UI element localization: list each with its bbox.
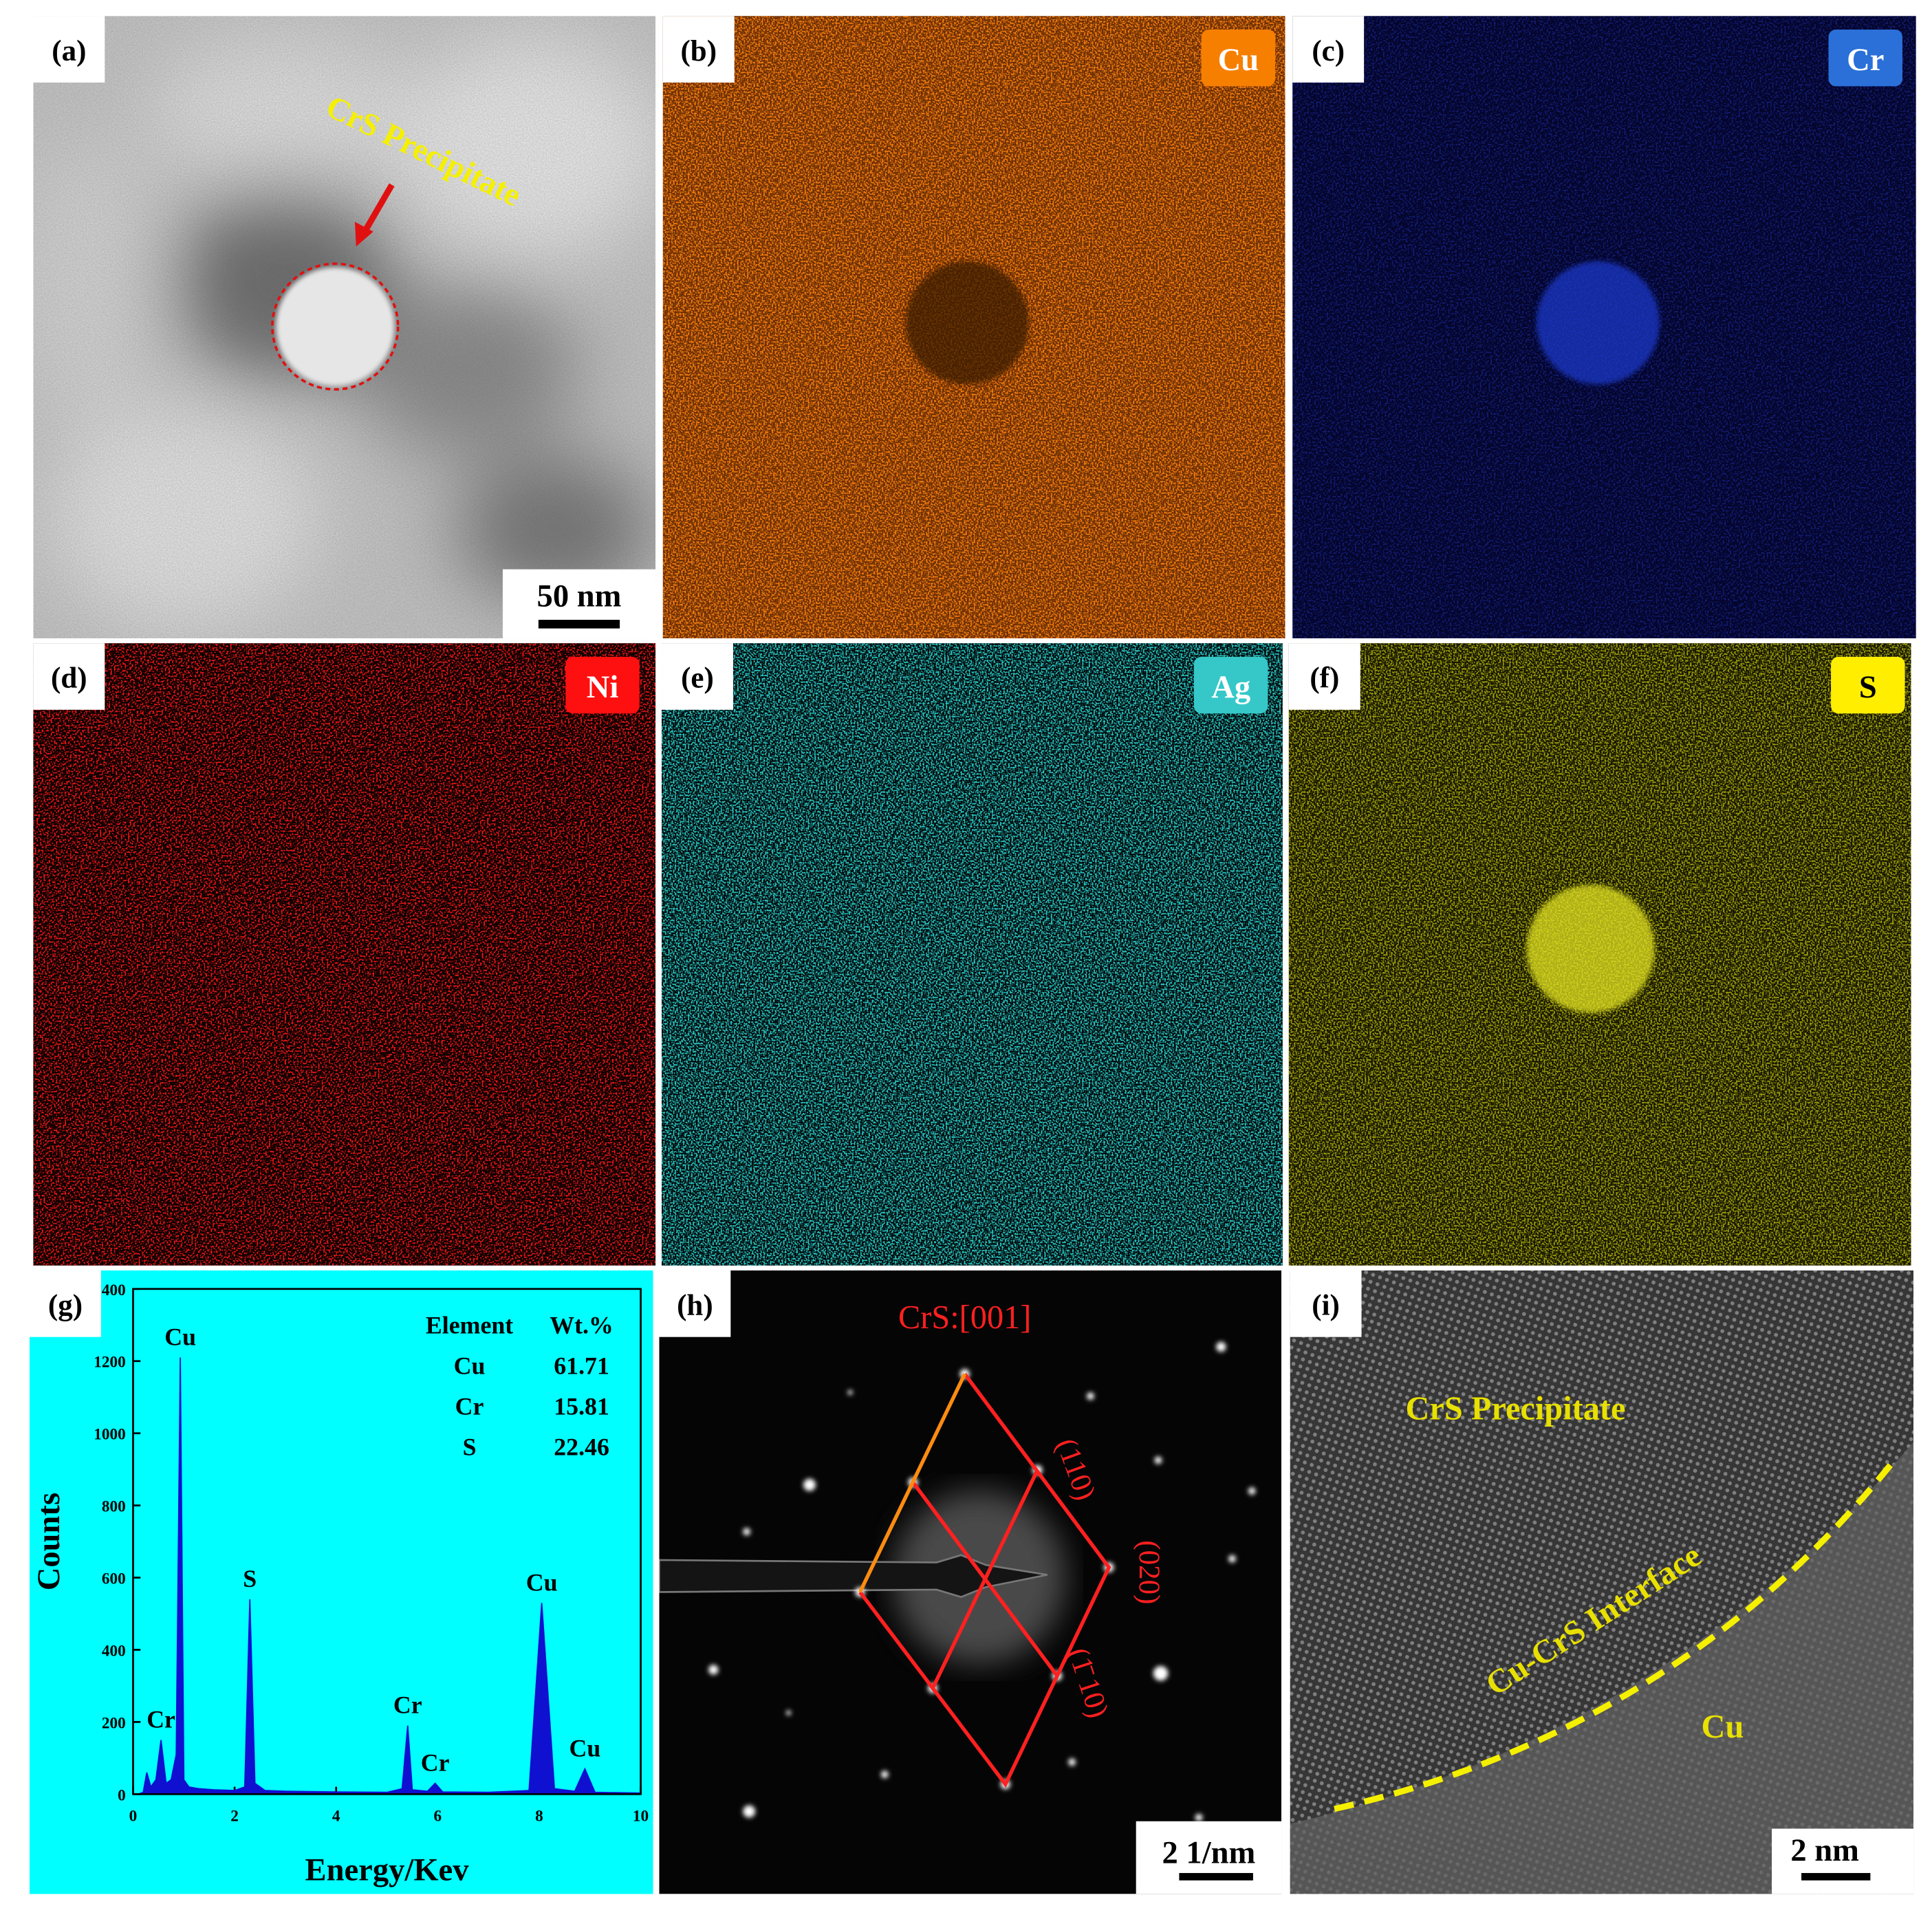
x-tick-label: 10 xyxy=(633,1808,649,1826)
table-cell: S xyxy=(463,1433,477,1461)
panel-i-image xyxy=(1290,1270,1914,1894)
peak-label: Cu xyxy=(569,1735,600,1762)
element-tag xyxy=(1193,656,1268,714)
zone-axis: CrS:[001] xyxy=(898,1299,1031,1336)
peak-label: Cr xyxy=(146,1706,175,1733)
x-axis-label: Energy/Kev xyxy=(305,1853,470,1888)
panel-label-box xyxy=(662,16,735,83)
panel-label: (a) xyxy=(52,35,86,67)
element-tag-label: Cr xyxy=(1847,43,1884,78)
element-tag xyxy=(1201,29,1276,87)
table-cell: 15.81 xyxy=(554,1393,609,1420)
precipitate xyxy=(1536,261,1660,385)
panel-label: (d) xyxy=(51,662,87,695)
x-tick-label: 6 xyxy=(434,1808,442,1826)
precipitate xyxy=(1526,885,1655,1013)
element-tag xyxy=(565,656,640,714)
scale-bar-label: 2 nm xyxy=(1790,1833,1859,1868)
precipitate xyxy=(905,261,1029,385)
y-tick-label: 0 xyxy=(118,1786,126,1804)
y-tick-label: 1000 xyxy=(94,1426,126,1444)
y-axis-label: Counts xyxy=(32,1493,67,1590)
panel-label-box xyxy=(30,1270,101,1337)
x-tick-label: 8 xyxy=(535,1808,543,1826)
table-cell: 61.71 xyxy=(554,1352,609,1379)
map-noise xyxy=(33,643,656,1266)
map-noise xyxy=(662,643,1283,1266)
labels: (a) (b) (c) (d) (e) (f) (g) (h) (i) Cu Cr Ni Ag S xyxy=(30,16,1905,1337)
panel-a-image xyxy=(33,16,656,638)
x-tick-label: 2 xyxy=(230,1808,239,1826)
panel-label-box xyxy=(33,16,105,83)
x-tick-label: 4 xyxy=(332,1808,340,1826)
plot-frame xyxy=(132,1288,642,1795)
element-tag-label: S xyxy=(1859,670,1877,705)
panel-label-box xyxy=(1292,16,1365,83)
region-label: Cu xyxy=(1702,1709,1744,1745)
spectrum xyxy=(138,1357,642,1795)
table-cell: 22.46 xyxy=(554,1433,609,1461)
panel-label-box xyxy=(33,643,105,710)
y-tick-label: 600 xyxy=(102,1570,126,1588)
panel-label: (i) xyxy=(1312,1289,1340,1321)
region-label: CrS Precipitate xyxy=(1405,1391,1625,1427)
panel-label-box xyxy=(659,1270,731,1337)
panel-label-box xyxy=(662,643,733,710)
table-cell: Cu xyxy=(454,1352,486,1379)
y-tick-label: 800 xyxy=(102,1498,126,1516)
x-tick-label: 0 xyxy=(129,1808,138,1826)
scale-bar-label: 2 1/nm xyxy=(1162,1836,1255,1871)
table-header: Element xyxy=(426,1311,513,1339)
panel-label: (g) xyxy=(48,1289,83,1321)
element-tag xyxy=(1828,29,1902,87)
y-tick-label: 400 xyxy=(102,1642,126,1660)
scale-bar-label: 50 nm xyxy=(537,578,622,614)
panel-label: (f) xyxy=(1310,662,1339,695)
peak-label: Cr xyxy=(393,1691,422,1719)
panel-label-box xyxy=(1288,643,1360,710)
element-tag-label: Cu xyxy=(1218,43,1259,78)
element-tag-label: Ag xyxy=(1211,670,1250,705)
panel-h-image xyxy=(659,1270,1282,1894)
plane-label: (020) xyxy=(1133,1540,1165,1604)
y-tick-label: 1200 xyxy=(94,1354,126,1372)
panel-label-box xyxy=(1290,1270,1362,1337)
peak-label: Cu xyxy=(526,1568,558,1596)
table-cell: Cr xyxy=(455,1393,484,1420)
panel-label: (c) xyxy=(1312,35,1345,67)
peak-label: Cr xyxy=(421,1749,450,1777)
peak-label: S xyxy=(243,1565,257,1592)
peak-label: Cu xyxy=(164,1323,196,1351)
panel-label: (b) xyxy=(680,35,717,67)
panel-label: (e) xyxy=(681,662,714,695)
element-tag-label: Ni xyxy=(587,670,619,705)
element-tag xyxy=(1831,656,1905,714)
table-header: Wt.% xyxy=(550,1311,614,1339)
y-tick-label: 200 xyxy=(102,1714,126,1732)
panel-label: (h) xyxy=(677,1289,713,1321)
